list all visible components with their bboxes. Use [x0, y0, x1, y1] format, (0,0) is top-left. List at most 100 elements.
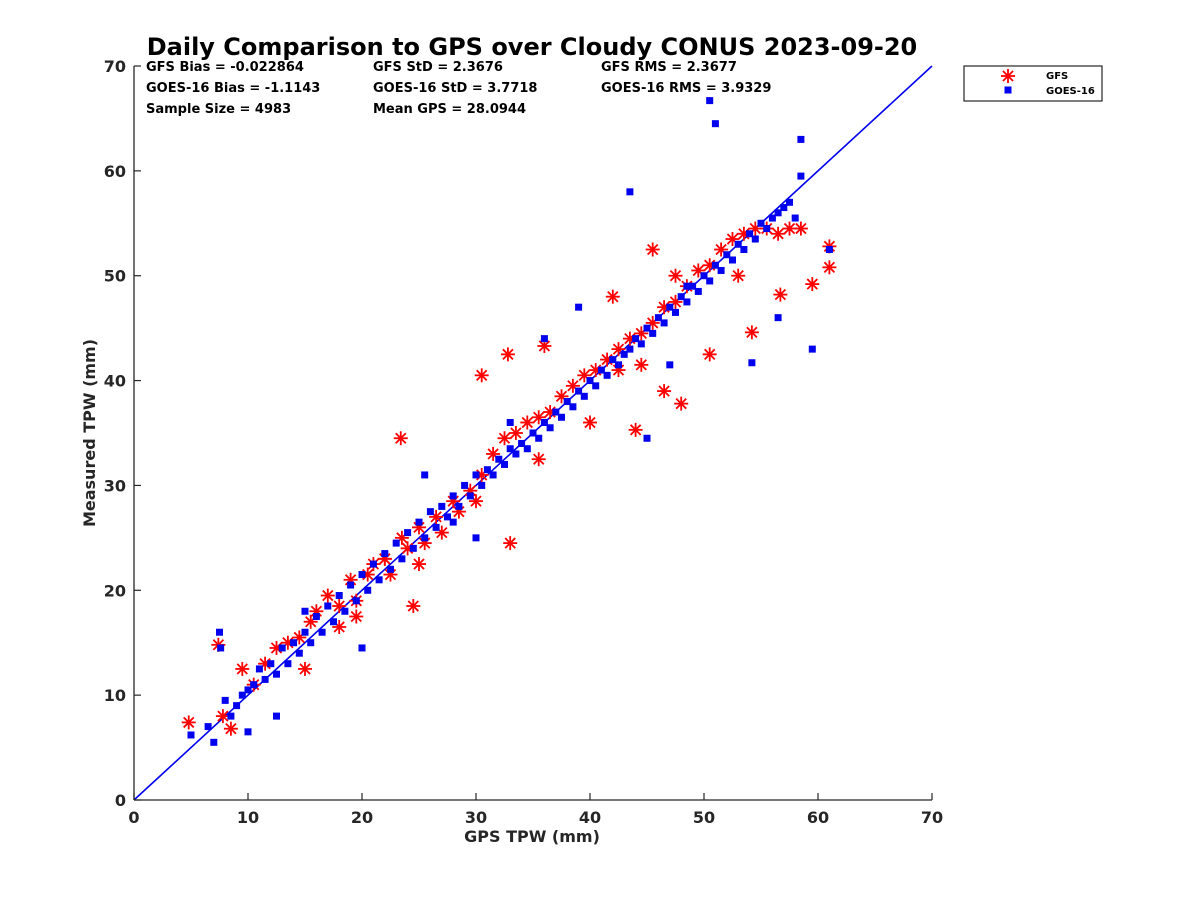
goes-16-point — [649, 329, 657, 337]
stat-label: GOES-16 RMS = 3.9329 — [601, 81, 771, 96]
gfs-point — [645, 242, 660, 257]
goes-16-point — [216, 628, 223, 636]
gfs-point — [731, 268, 746, 283]
goes-16-point — [324, 602, 332, 610]
y-axis-label: Measured TPW (mm) — [80, 339, 99, 527]
goes-16-point — [426, 508, 434, 516]
goes-16-point — [683, 282, 691, 290]
goes-16-point — [312, 613, 320, 620]
stat-label: Mean GPS = 28.0944 — [373, 102, 526, 117]
goes-16-point — [217, 644, 225, 652]
goes-16-point — [540, 419, 548, 427]
goes-16-point — [432, 523, 440, 531]
goes-16-point — [643, 324, 651, 332]
goes-16-point — [529, 429, 537, 437]
goes-16-point — [387, 565, 394, 573]
goes-16-point — [290, 639, 298, 647]
stats-block: GFS Bias = -0.022864 GFS StD = 2.3676 GFS … — [146, 60, 771, 117]
goes-16-point — [786, 198, 793, 206]
goes-16-point — [748, 359, 756, 367]
gfs-point — [349, 609, 364, 624]
gfs-point — [500, 347, 515, 362]
goes-16-point — [546, 424, 554, 432]
goes-16-point — [227, 712, 235, 720]
legend-goes-16-label: GOES-16 — [1046, 86, 1095, 97]
goes-16-point — [415, 518, 423, 526]
gfs-point — [605, 289, 620, 304]
goes-16-point — [768, 214, 776, 222]
gfs-point — [674, 396, 689, 411]
goes-16-point — [597, 366, 605, 374]
goes-16-point — [757, 219, 765, 227]
goes-16-point — [689, 282, 697, 290]
goes-16-point — [609, 356, 617, 364]
gfs-point — [320, 588, 335, 603]
goes-16-point — [825, 246, 833, 253]
legend-items: GFS GOES-16 — [1001, 69, 1095, 97]
gfs-point — [412, 557, 426, 572]
gfs-point — [223, 721, 238, 736]
goes-16-point — [273, 670, 280, 678]
goes-16-point — [746, 230, 754, 238]
goes-16-point — [586, 377, 594, 385]
goes-16-point — [580, 392, 588, 400]
goes-16-point — [347, 581, 355, 589]
stat-label: GOES-16 Bias = -1.1143 — [146, 81, 320, 96]
goes-16-point — [267, 660, 275, 668]
goes-16-point — [626, 345, 634, 353]
goes-16-point — [552, 408, 560, 416]
goes-16-point — [569, 403, 577, 411]
goes-16-point — [295, 649, 303, 657]
goes-16-point — [444, 513, 451, 521]
goes-16-point — [666, 361, 674, 369]
gfs-point — [393, 431, 408, 446]
gfs-point — [497, 431, 512, 446]
goes-16-point — [637, 340, 645, 348]
goes-16-point — [278, 644, 286, 652]
gfs-point — [503, 536, 518, 551]
goes-16-point — [512, 450, 520, 458]
stat-label: GFS Bias = -0.022864 — [146, 60, 304, 75]
y-tick-label: 60 — [104, 162, 126, 181]
gfs-point — [805, 277, 820, 292]
goes-16-point — [666, 303, 674, 311]
x-ticks: 0 10 20 30 40 50 60 70 — [128, 793, 943, 827]
gfs-point — [583, 415, 597, 430]
goes-16-point — [449, 518, 457, 526]
chart-title: Daily Comparison to GPS over Cloudy CONU… — [147, 33, 918, 61]
y-tick-label: 30 — [104, 476, 126, 495]
goes-16-point — [643, 434, 651, 442]
y-ticks: 0 10 20 30 40 50 60 70 — [104, 57, 141, 810]
goes-16-point — [472, 534, 480, 542]
goes-16-point — [501, 460, 508, 468]
gfs-point — [235, 661, 250, 676]
goes-16-point — [700, 272, 708, 280]
gfs-point — [298, 661, 312, 676]
y-tick-label: 50 — [104, 267, 126, 286]
goes-16-point — [421, 471, 429, 479]
goes-16-point — [723, 251, 731, 259]
goes-16-point — [751, 235, 759, 243]
gfs-point — [771, 226, 786, 241]
gfs-point — [406, 599, 421, 614]
goes-16-point — [683, 298, 691, 306]
goes-16-point — [706, 277, 714, 285]
goes-16-point — [307, 639, 315, 647]
goes-16-series — [187, 97, 833, 746]
goes-16-point — [250, 681, 258, 689]
gfs-point — [474, 368, 489, 383]
gfs-point — [793, 221, 808, 236]
goes-16-point — [717, 266, 725, 274]
goes-16-point — [763, 225, 771, 233]
x-tick-label: 60 — [807, 808, 829, 827]
goes-16-point — [774, 314, 782, 322]
goes-16-point — [261, 675, 269, 683]
goes-16-point — [729, 256, 736, 264]
goes-16-point — [575, 303, 583, 311]
goes-16-point — [375, 576, 383, 584]
x-tick-label: 0 — [128, 808, 139, 827]
goes-16-point — [404, 529, 412, 537]
goes-16-point — [808, 345, 816, 353]
x-tick-label: 40 — [579, 808, 601, 827]
